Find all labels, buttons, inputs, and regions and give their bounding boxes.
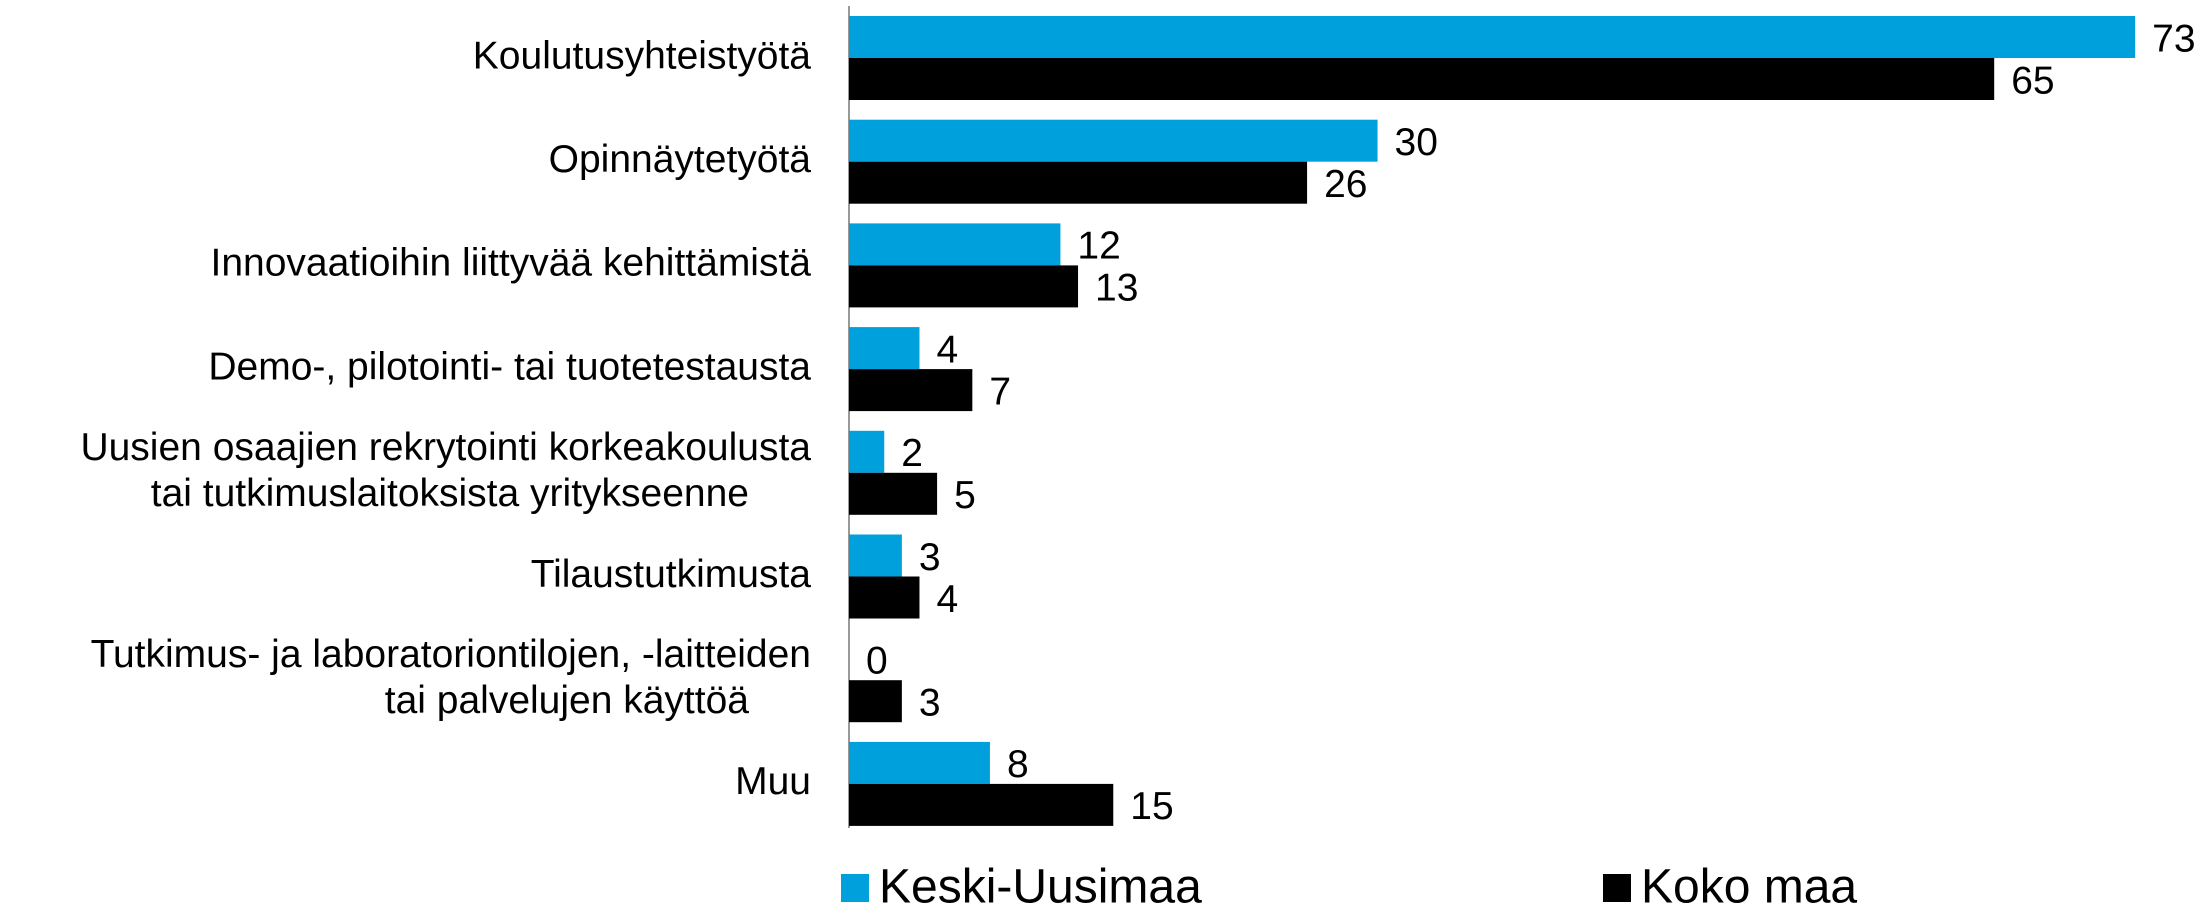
- category-label: Tutkimus- ja laboratoriontilojen, -laitt…: [91, 633, 811, 722]
- legend-label: Koko maa: [1641, 861, 1857, 914]
- bar: [849, 430, 885, 473]
- bar: [849, 16, 2136, 58]
- value-label: 26: [1324, 163, 1367, 206]
- bar: [849, 741, 990, 784]
- value-label: 4: [936, 578, 958, 621]
- value-label: 73: [2152, 17, 2195, 60]
- value-label: 3: [919, 681, 941, 724]
- value-label: 15: [1130, 785, 1173, 828]
- value-label: 4: [936, 328, 958, 371]
- category-label: Koulutusyhteistyötä: [473, 34, 812, 77]
- bar: [849, 265, 1079, 308]
- category-label: Muu: [735, 760, 811, 803]
- legend-swatch: [841, 874, 869, 902]
- value-label: 8: [1007, 743, 1029, 786]
- value-label: 13: [1095, 267, 1138, 310]
- bar: [849, 369, 973, 412]
- value-label: 12: [1077, 225, 1120, 268]
- category-label: Uusien osaajien rekrytointi korkeakoulus…: [80, 426, 811, 515]
- category-label: Tilaustutkimusta: [531, 553, 812, 596]
- value-label: 3: [919, 536, 941, 579]
- value-label: 65: [2011, 59, 2054, 102]
- value-label: 30: [1395, 121, 1438, 164]
- value-label: 7: [989, 370, 1011, 413]
- bar: [849, 161, 1308, 204]
- bar: [849, 783, 1114, 826]
- category-label: Demo-, pilotointi- tai tuotetestausta: [208, 345, 811, 388]
- value-label: 5: [954, 474, 976, 517]
- bar: [849, 119, 1378, 162]
- bar: [849, 472, 938, 515]
- bar: [849, 534, 902, 577]
- bar: [849, 680, 902, 723]
- legend-label: Keski-Uusimaa: [879, 861, 1202, 914]
- category-label: Innovaatioihin liittyvää kehittämistä: [211, 242, 812, 285]
- category-label: Opinnäytetyötä: [549, 138, 812, 181]
- bar: [849, 576, 920, 619]
- value-label: 2: [901, 432, 923, 475]
- bar: [849, 58, 1995, 100]
- legend-swatch: [1603, 874, 1631, 902]
- bar: [849, 223, 1061, 266]
- value-label: 0: [866, 639, 888, 682]
- bar: [849, 327, 920, 370]
